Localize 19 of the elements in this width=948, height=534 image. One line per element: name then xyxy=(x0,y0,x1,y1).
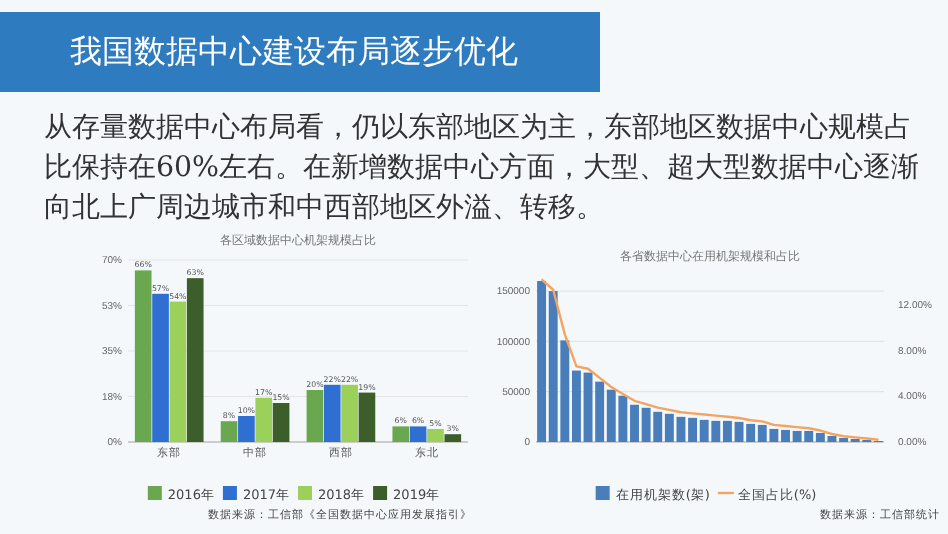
bar xyxy=(169,301,187,442)
bar xyxy=(323,384,341,442)
bar xyxy=(220,421,238,442)
bar xyxy=(186,278,204,442)
bar xyxy=(255,397,273,442)
bar xyxy=(409,426,427,442)
bar xyxy=(444,434,462,442)
bar xyxy=(341,384,358,442)
bar xyxy=(427,429,444,442)
bar xyxy=(306,390,324,442)
bar xyxy=(272,403,290,442)
bar xyxy=(238,416,255,442)
line-series xyxy=(540,278,880,441)
text: 我国数据中心建设布局逐步优化 xyxy=(0,12,600,92)
bar xyxy=(152,293,169,442)
text: 从存量数据中心布局看，仍以东部地区为主，东部地区数据中心规模占比保持在60%左右。在新增数据中心方面，大型、超大型数据中心逐渐向北上广周边城市和中西部地区外溢、转移。 xyxy=(44,110,922,228)
bar xyxy=(392,426,410,442)
bar xyxy=(358,392,376,442)
bar xyxy=(134,270,152,442)
